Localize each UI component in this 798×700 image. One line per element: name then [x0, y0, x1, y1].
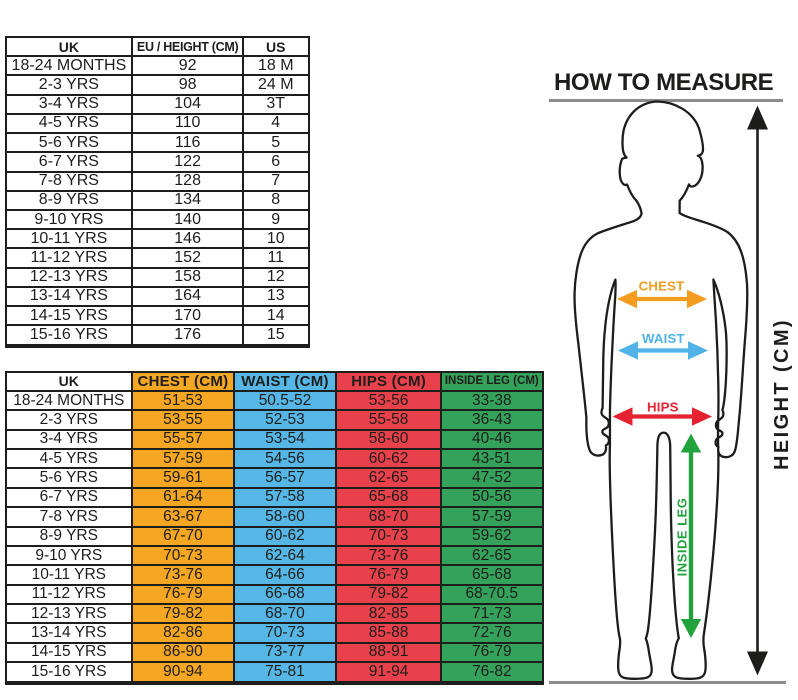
svg-text:INSIDE LEG: INSIDE LEG	[675, 498, 690, 577]
svg-text:HEIGHT (CM): HEIGHT (CM)	[771, 318, 793, 470]
svg-text:HIPS: HIPS	[647, 400, 679, 415]
svg-text:WAIST: WAIST	[642, 331, 685, 346]
svg-text:CHEST: CHEST	[639, 279, 685, 294]
